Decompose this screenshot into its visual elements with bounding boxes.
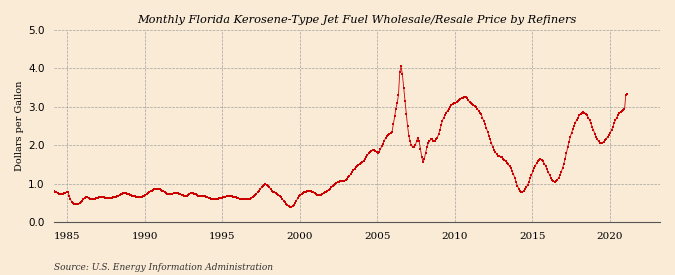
- Y-axis label: Dollars per Gallon: Dollars per Gallon: [15, 81, 24, 171]
- Title: Monthly Florida Kerosene-Type Jet Fuel Wholesale/Resale Price by Refiners: Monthly Florida Kerosene-Type Jet Fuel W…: [138, 15, 577, 25]
- Text: Source: U.S. Energy Information Administration: Source: U.S. Energy Information Administ…: [54, 263, 273, 272]
